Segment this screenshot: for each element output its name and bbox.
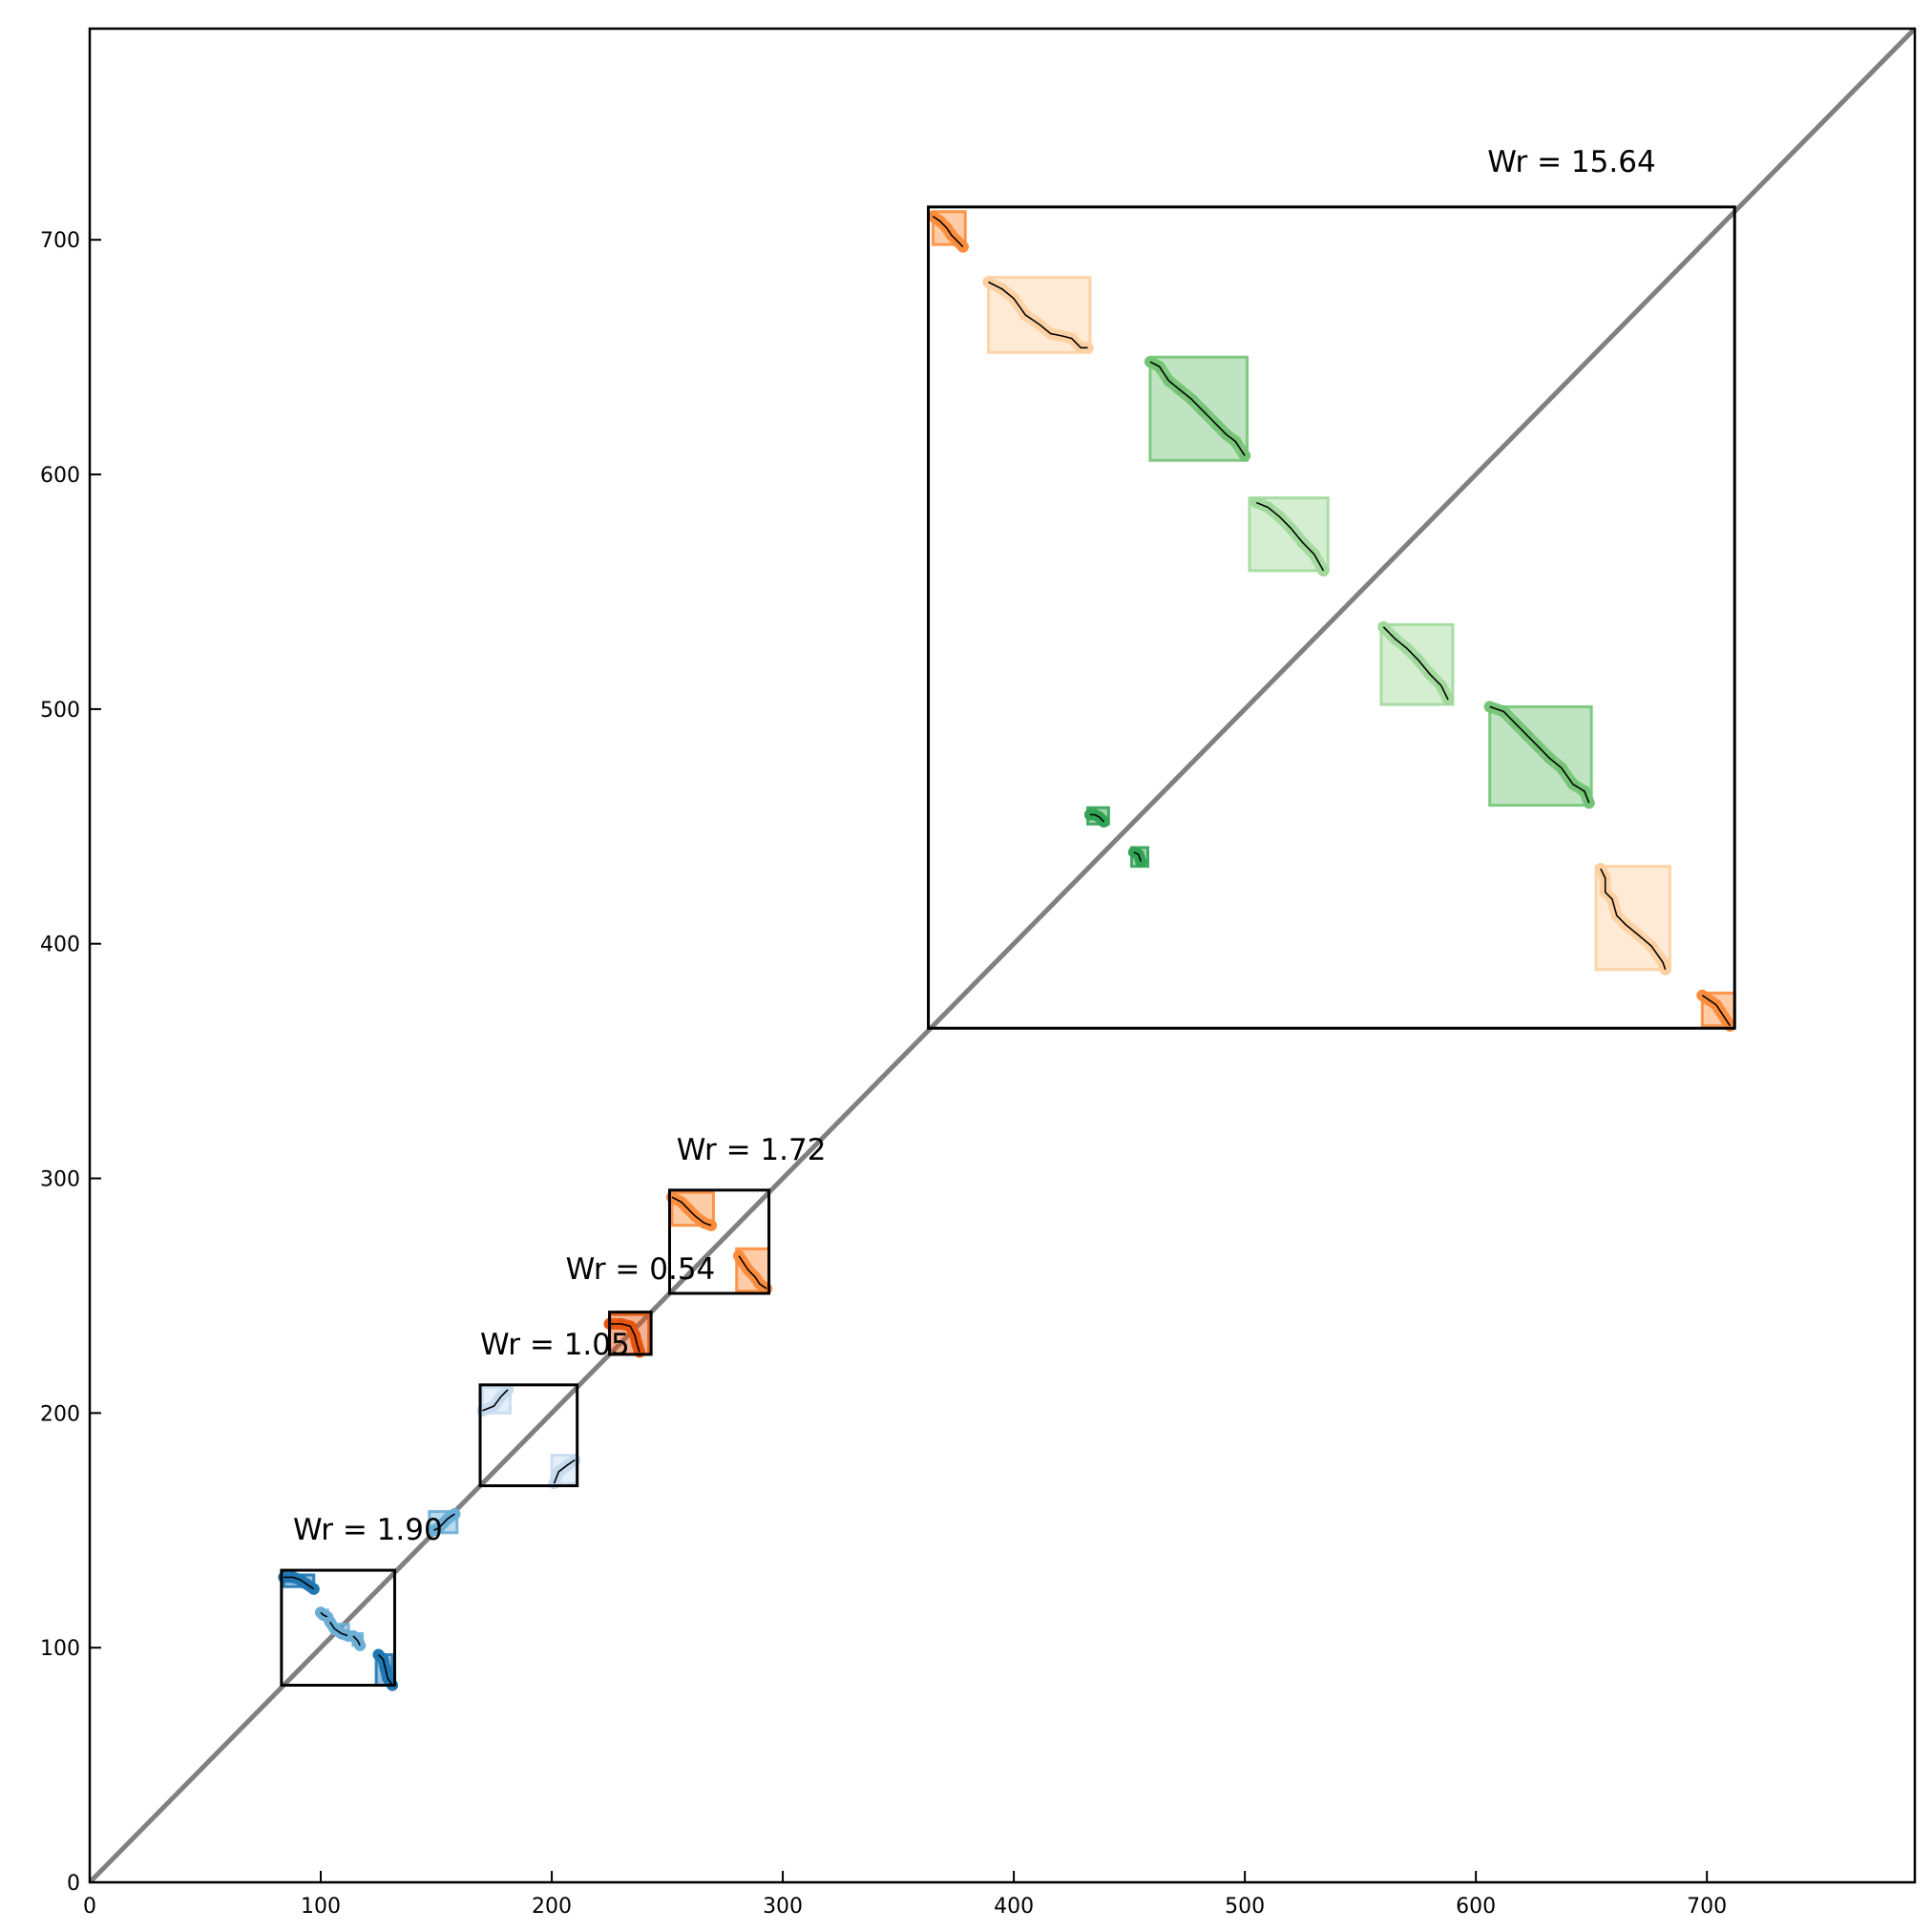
- series-centerline-9: [671, 1196, 712, 1227]
- series-centerline-5: [433, 1513, 455, 1531]
- region-box-1: [478, 1383, 579, 1488]
- series-centerline-12: [988, 281, 1088, 349]
- region-label-0: Wr = 1.90: [293, 1513, 443, 1547]
- region-box-0: [280, 1568, 396, 1688]
- region-label-1: Wr = 1.05: [480, 1328, 630, 1362]
- axes: Wr = 1.90 Wr = 1.05 Wr = 0.54 Wr = 1.72 Wr =…: [40, 27, 1917, 1919]
- y-tick-label-3: 300: [40, 1168, 80, 1192]
- series-centerline-19: [1600, 868, 1667, 970]
- region-label-2: Wr = 0.54: [566, 1252, 716, 1287]
- y-tick-label-0: 0: [67, 1872, 80, 1896]
- series-centerline-2: [329, 1621, 349, 1637]
- series-centerline-17: [1089, 813, 1105, 823]
- y-tick-label-6: 600: [40, 464, 80, 488]
- series-centerline-0: [284, 1576, 315, 1590]
- series-centerline-20: [1701, 995, 1732, 1027]
- series-centerline-4: [377, 1653, 393, 1686]
- x-tick-label-5: 500: [1225, 1895, 1265, 1919]
- region-box-4: [927, 205, 1736, 1030]
- y-tick-label-2: 200: [40, 1402, 80, 1426]
- series-centerline-7: [553, 1459, 576, 1484]
- x-tick-label-4: 400: [994, 1895, 1034, 1919]
- region-box-2: [608, 1311, 653, 1356]
- axes-frame: [88, 27, 1917, 1884]
- series-centerline-3: [352, 1635, 361, 1647]
- series-centerline-6: [482, 1389, 509, 1412]
- series-centerline-15: [1382, 626, 1449, 701]
- region-label-4: Wr = 15.64: [1487, 145, 1655, 179]
- x-tick-label-0: 0: [83, 1895, 96, 1919]
- x-tick-label-1: 100: [301, 1895, 341, 1919]
- y-tick-label-5: 500: [40, 699, 80, 723]
- series-centerline-1: [320, 1611, 328, 1618]
- series-centerline-18: [1133, 851, 1142, 862]
- y-tick-label-1: 100: [40, 1637, 80, 1661]
- x-tick-label-3: 300: [763, 1895, 803, 1919]
- region-box-3: [667, 1188, 771, 1295]
- series-centerline-13: [1149, 361, 1246, 456]
- plot-area: [90, 29, 1915, 1882]
- x-tick-label-6: 600: [1456, 1895, 1496, 1919]
- series-centerline-11: [932, 215, 964, 248]
- x-tick-label-2: 200: [532, 1895, 572, 1919]
- series-centerline-14: [1255, 501, 1325, 572]
- y-tick-label-7: 700: [40, 229, 80, 253]
- y-tick-label-4: 400: [40, 934, 80, 957]
- series-centerline-10: [738, 1255, 767, 1290]
- series-centerline-16: [1489, 705, 1590, 804]
- series-centerline-8: [609, 1323, 640, 1353]
- region-label-3: Wr = 1.72: [677, 1133, 827, 1167]
- x-tick-label-7: 700: [1687, 1895, 1727, 1919]
